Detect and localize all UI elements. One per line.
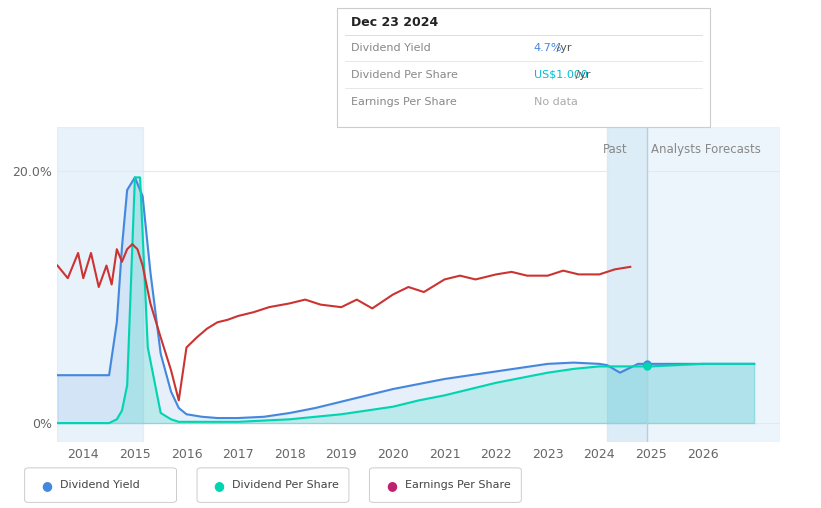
Text: Earnings Per Share: Earnings Per Share (351, 97, 457, 107)
Bar (57, 127, 143, 442)
Text: Dividend Yield: Dividend Yield (60, 480, 140, 490)
Text: Earnings Per Share: Earnings Per Share (405, 480, 511, 490)
Text: US$1.000: US$1.000 (534, 70, 588, 80)
Text: ●: ● (41, 479, 52, 492)
Bar (647, 127, 780, 442)
Bar (607, 127, 647, 442)
Text: /yr: /yr (571, 70, 590, 80)
Text: No data: No data (534, 97, 577, 107)
Text: Past: Past (603, 143, 628, 156)
Text: ●: ● (386, 479, 397, 492)
Text: ●: ● (213, 479, 224, 492)
Text: Analysts Forecasts: Analysts Forecasts (651, 143, 761, 156)
Text: Dividend Per Share: Dividend Per Share (232, 480, 339, 490)
Text: /yr: /yr (553, 43, 571, 53)
Text: 4.7%: 4.7% (534, 43, 562, 53)
Text: Dividend Per Share: Dividend Per Share (351, 70, 458, 80)
Text: Dividend Yield: Dividend Yield (351, 43, 431, 53)
Text: Dec 23 2024: Dec 23 2024 (351, 16, 438, 29)
